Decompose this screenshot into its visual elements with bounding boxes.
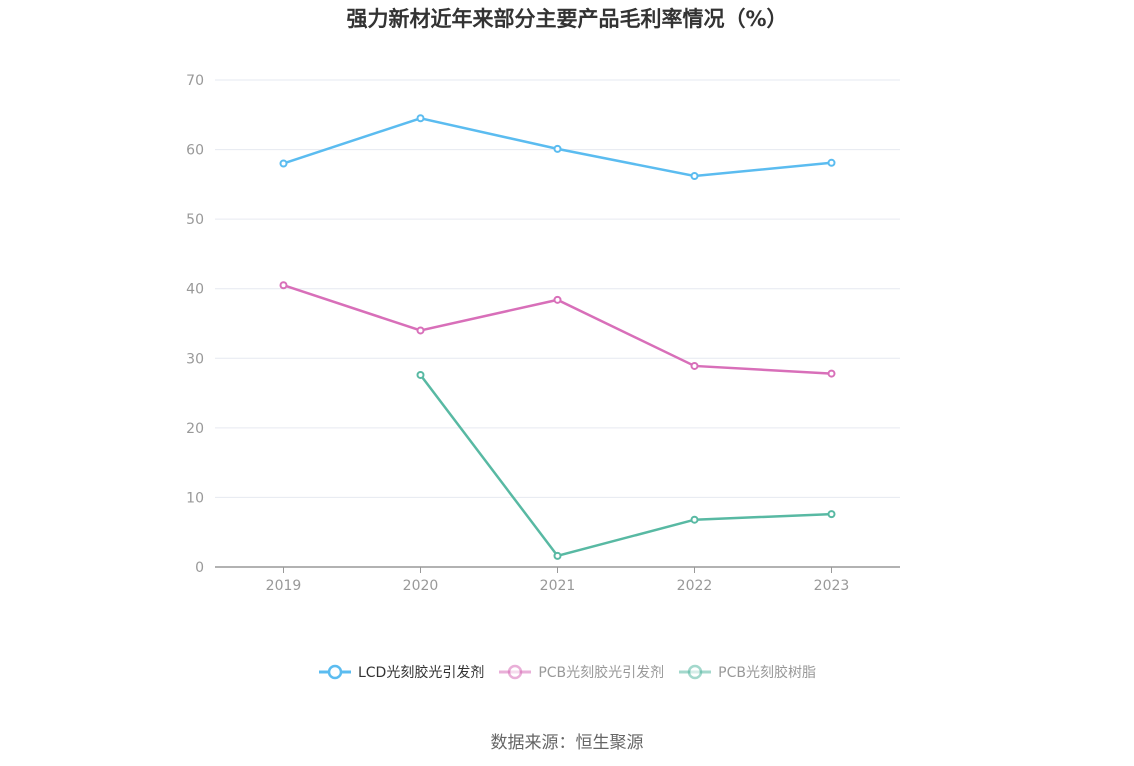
y-tick-label: 70: [186, 73, 204, 89]
data-point[interactable]: [553, 551, 562, 560]
data-point[interactable]: [553, 295, 562, 304]
y-tick-label: 20: [186, 421, 204, 437]
x-tick-label: 2021: [540, 578, 576, 594]
x-tick-label: 2023: [814, 578, 850, 594]
data-point[interactable]: [690, 172, 699, 181]
y-tick-label: 10: [186, 490, 204, 506]
legend-item[interactable]: PCB光刻胶树脂: [678, 662, 816, 682]
data-point[interactable]: [827, 369, 836, 378]
y-tick-label: 0: [195, 560, 204, 576]
y-tick-label: 50: [186, 212, 204, 228]
data-point[interactable]: [690, 361, 699, 370]
data-point[interactable]: [279, 159, 288, 168]
data-point[interactable]: [553, 144, 562, 153]
source-note: 数据来源：恒生聚源: [490, 733, 644, 753]
data-point[interactable]: [690, 515, 699, 524]
grid-lines: [215, 79, 900, 498]
data-point[interactable]: [416, 326, 425, 335]
x-tick-label: 2022: [677, 578, 713, 594]
data-point[interactable]: [827, 158, 836, 167]
series-line: [419, 374, 832, 558]
y-tick-label: 40: [186, 282, 204, 298]
y-axis-ticks: 0 10 20 30 40 50 60 70: [186, 73, 204, 576]
data-point[interactable]: [416, 114, 425, 123]
series-group: [279, 114, 836, 560]
y-tick-label: 60: [186, 143, 204, 159]
x-tick-label: 2019: [266, 578, 302, 594]
series-2: [279, 281, 836, 378]
x-tick-label: 2020: [403, 578, 439, 594]
legend: LCD光刻胶光引发剂 PCB光刻胶光引发剂 PCB光刻胶树脂: [0, 662, 1134, 682]
series-3: [416, 370, 836, 560]
legend-item[interactable]: PCB光刻胶光引发剂: [498, 662, 664, 682]
legend-label: PCB光刻胶树脂: [718, 665, 816, 681]
line-chart: 0 10 20 30 40 50 60 70 2019 2020 2021 2022 2023: [186, 73, 900, 594]
data-point[interactable]: [827, 510, 836, 519]
data-point[interactable]: [416, 370, 425, 379]
data-point[interactable]: [279, 281, 288, 290]
chart-title: 强力新材近年来部分主要产品毛利率情况（%）: [346, 7, 788, 31]
legend-marker-icon: [679, 664, 712, 680]
y-tick-label: 30: [186, 351, 204, 367]
legend-item[interactable]: LCD光刻胶光引发剂: [318, 662, 484, 682]
x-axis: 2019 2020 2021 2022 2023: [215, 566, 900, 594]
legend-label: PCB光刻胶光引发剂: [538, 665, 665, 681]
legend-marker-icon: [318, 664, 351, 680]
legend-label: LCD光刻胶光引发剂: [357, 665, 485, 681]
series-1: [279, 114, 836, 181]
legend-marker-icon: [499, 664, 532, 680]
